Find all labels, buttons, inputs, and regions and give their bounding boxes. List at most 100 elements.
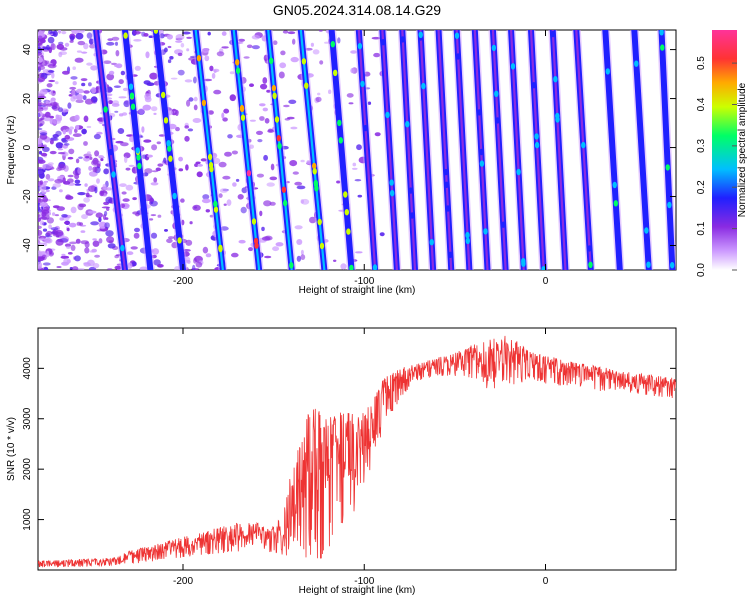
- streak-spot: [172, 192, 177, 200]
- noise-blob: [55, 81, 59, 85]
- noise-blob: [39, 180, 44, 186]
- noise-blob: [108, 70, 115, 75]
- streak-spot: [385, 111, 390, 119]
- noise-blob: [52, 212, 56, 216]
- streak-spot: [357, 42, 363, 50]
- noise-blob: [212, 68, 220, 73]
- noise-blob: [246, 44, 253, 49]
- noise-blob: [259, 210, 263, 217]
- noise-blob: [72, 81, 77, 86]
- noise-blob: [229, 71, 235, 75]
- noise-blob: [195, 161, 201, 165]
- noise-blob: [96, 178, 100, 184]
- noise-blob: [94, 150, 100, 157]
- x-tick-label: 0: [543, 276, 549, 287]
- noise-blob: [157, 263, 164, 268]
- snr-x-label: Height of straight line (km): [299, 585, 416, 596]
- noise-blob: [155, 167, 161, 172]
- noise-blob: [38, 56, 43, 63]
- noise-blob: [56, 43, 65, 50]
- streak-spot: [128, 83, 134, 90]
- noise-blob: [38, 168, 44, 175]
- noise-blob: [48, 70, 55, 73]
- noise-blob: [61, 30, 67, 35]
- spectrogram-plot: [38, 30, 676, 270]
- noise-blob: [104, 187, 113, 191]
- streak-spot: [541, 266, 546, 270]
- noise-blob: [49, 150, 57, 155]
- streak-spot: [312, 162, 317, 170]
- streak-spot: [163, 117, 169, 124]
- noise-blob: [288, 99, 297, 105]
- spectrogram-streak: [377, 30, 402, 270]
- noise-blob: [52, 134, 59, 138]
- noise-blob: [84, 183, 88, 187]
- noise-blob: [94, 186, 98, 194]
- noise-blob: [88, 171, 98, 177]
- noise-blob: [134, 65, 141, 71]
- colorbar-tick-label: 0.2: [696, 180, 707, 194]
- spectrogram-streak: [229, 30, 264, 270]
- streak-spot: [550, 30, 556, 38]
- spectrogram-streak: [191, 30, 228, 270]
- streak-spot: [553, 76, 558, 83]
- snr-panel: -200 -100 0 1000 2000 3000 4000 Height of str…: [6, 327, 677, 596]
- noise-blob: [96, 229, 105, 232]
- noise-blob: [66, 245, 71, 249]
- noise-blob: [42, 208, 50, 212]
- streak-spot: [479, 160, 485, 167]
- noise-blob: [122, 198, 130, 202]
- noise-blob: [241, 187, 248, 194]
- noise-blob: [356, 144, 362, 151]
- noise-blob: [312, 49, 320, 55]
- streak-spot: [235, 59, 240, 66]
- spectrogram-streak: [415, 30, 438, 270]
- noise-blob: [69, 86, 77, 90]
- figure-title: GN05.2024.314.08.14.G29: [273, 2, 441, 18]
- noise-blob: [96, 131, 103, 135]
- streak-core: [437, 30, 453, 270]
- noise-blob: [130, 246, 138, 250]
- noise-blob: [149, 218, 154, 221]
- noise-blob: [192, 264, 196, 270]
- noise-blob: [240, 206, 247, 214]
- streak-spot: [343, 191, 348, 198]
- colorbar-tick-label: 0.0: [696, 263, 707, 277]
- noise-blob: [143, 139, 152, 143]
- y-tick-label: 3000: [22, 407, 33, 430]
- noise-blob: [77, 40, 86, 46]
- noise-blob: [264, 118, 270, 124]
- streak-spot: [495, 117, 500, 124]
- noise-blob: [150, 182, 159, 186]
- x-tick-label: -100: [354, 276, 374, 287]
- noise-blob: [54, 179, 64, 184]
- noise-blob: [259, 116, 265, 121]
- streak-spot: [153, 30, 159, 34]
- noise-blob: [280, 50, 286, 56]
- noise-blob: [93, 133, 101, 140]
- noise-blob: [219, 188, 228, 193]
- noise-blob: [186, 259, 191, 264]
- noise-blob: [76, 94, 84, 101]
- noise-blob: [38, 106, 44, 112]
- streak-spot: [130, 103, 136, 110]
- noise-blob: [261, 236, 271, 241]
- streak-spot: [665, 164, 670, 171]
- noise-blob: [114, 255, 119, 259]
- noise-blob: [105, 230, 114, 237]
- streak-spot: [363, 124, 368, 132]
- noise-blob: [45, 103, 54, 107]
- streak-spot: [587, 245, 592, 252]
- streak-spot: [123, 32, 128, 39]
- streak-spot: [613, 200, 618, 207]
- noise-blob: [74, 183, 82, 186]
- streak-spot: [313, 181, 319, 188]
- spectrogram-streak: [397, 30, 420, 270]
- noise-blob: [52, 229, 58, 237]
- noise-blob: [156, 141, 161, 145]
- streak-spot: [510, 63, 516, 70]
- streak-spot: [615, 238, 621, 245]
- noise-blob: [47, 63, 57, 69]
- streak-spot: [333, 69, 338, 77]
- noise-blob: [157, 214, 162, 218]
